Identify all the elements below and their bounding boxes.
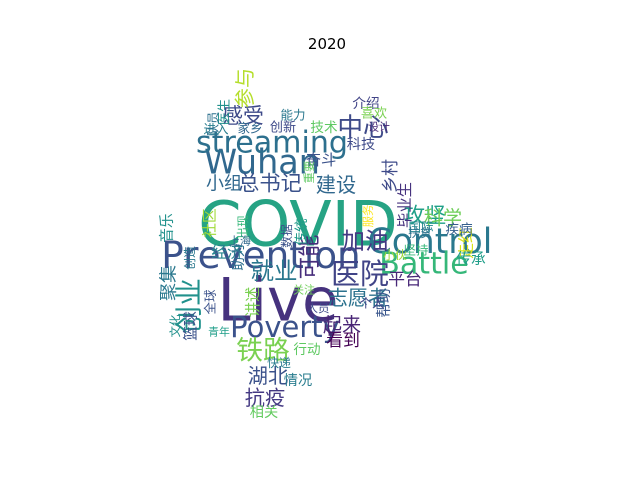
- word-58: 家乡: [237, 121, 262, 136]
- word-65: 快递: [267, 356, 291, 370]
- word-1: Live: [217, 266, 338, 335]
- word-49: 喜欢: [361, 106, 387, 122]
- word-8: 医院: [331, 257, 389, 291]
- word-4: Wuhan: [204, 143, 320, 182]
- word-43: 介绍: [352, 96, 379, 112]
- word-56: 全球: [203, 289, 218, 315]
- word-50: 医生: [217, 99, 233, 125]
- word-38: 社区: [202, 208, 219, 237]
- word-37: 篮球: [182, 311, 200, 341]
- word-2: Prevention: [161, 233, 360, 277]
- word-71: 青年: [208, 325, 230, 339]
- word-31: 走红: [457, 227, 476, 259]
- word-45: 传统: [294, 218, 310, 246]
- word-35: 传承: [456, 251, 486, 268]
- word-34: 讲述: [244, 287, 262, 318]
- word-3: Control: [368, 222, 493, 262]
- word-15: 攻坚: [404, 204, 447, 229]
- word-5: streaming: [196, 126, 348, 161]
- word-26: 聚集: [159, 265, 180, 301]
- word-19: 建设: [316, 173, 356, 197]
- word-66: 文化: [168, 315, 182, 338]
- word-53: 国际: [408, 220, 433, 235]
- word-51: 创新: [270, 120, 296, 136]
- word-59: 队员: [206, 111, 221, 136]
- word-33: 奋斗: [306, 151, 337, 169]
- word-63: 创造: [183, 246, 197, 270]
- word-73: 设计: [368, 121, 390, 134]
- word-28: 平台: [388, 269, 422, 289]
- word-0: COVID: [198, 188, 397, 261]
- word-32: 毕业生: [396, 182, 414, 228]
- word-9: 创业: [173, 278, 206, 334]
- chart-title: 2020: [308, 35, 346, 53]
- word-39: 音乐: [159, 213, 176, 243]
- word-17: 感受: [222, 104, 264, 128]
- word-48: 行动: [293, 342, 320, 358]
- word-18: 参与: [233, 68, 257, 108]
- word-25: 小组: [206, 174, 242, 195]
- word-24: 科学: [424, 207, 462, 230]
- word-44: 技术: [310, 120, 338, 136]
- word-14: 可能: [297, 235, 323, 280]
- word-61: 小伙: [383, 248, 407, 262]
- word-72: 关注: [293, 283, 315, 297]
- word-57: 个人: [359, 296, 385, 311]
- word-16: 总书记: [238, 172, 302, 197]
- word-29: 看到: [326, 330, 360, 350]
- word-6: Battle: [379, 247, 469, 282]
- word-70: 上海: [229, 234, 251, 248]
- word-67: 重要: [302, 161, 316, 184]
- word-11: 中心: [337, 113, 388, 143]
- word-27: 乡村: [380, 159, 400, 193]
- word-46: 助力: [231, 243, 247, 270]
- word-64: 数据: [280, 224, 294, 248]
- word-23: 起来: [323, 314, 361, 337]
- word-12: 加油: [342, 227, 389, 255]
- word-55: 进入: [203, 122, 229, 137]
- word-10: 铁路: [236, 336, 290, 367]
- word-30: 经济: [211, 243, 243, 262]
- word-13: 就业: [251, 257, 298, 285]
- word-40: 科技: [347, 137, 375, 153]
- word-42: 相关: [250, 405, 278, 421]
- word-7: Poverty: [230, 310, 340, 344]
- word-41: 情况: [284, 373, 312, 389]
- word-68: 服务: [361, 205, 375, 228]
- word-22: 抗疫: [245, 386, 285, 410]
- word-54: 坚持: [403, 243, 428, 258]
- word-20: 志愿者: [328, 286, 389, 310]
- word-21: 湖北: [248, 364, 288, 388]
- word-52: 能力: [280, 108, 305, 123]
- word-62: 出现: [236, 215, 250, 239]
- word-36: 帮助: [376, 288, 393, 317]
- word-47: 疾病: [445, 222, 473, 238]
- word-60: 扶贫: [408, 226, 432, 240]
- word-69: 人员: [307, 301, 330, 315]
